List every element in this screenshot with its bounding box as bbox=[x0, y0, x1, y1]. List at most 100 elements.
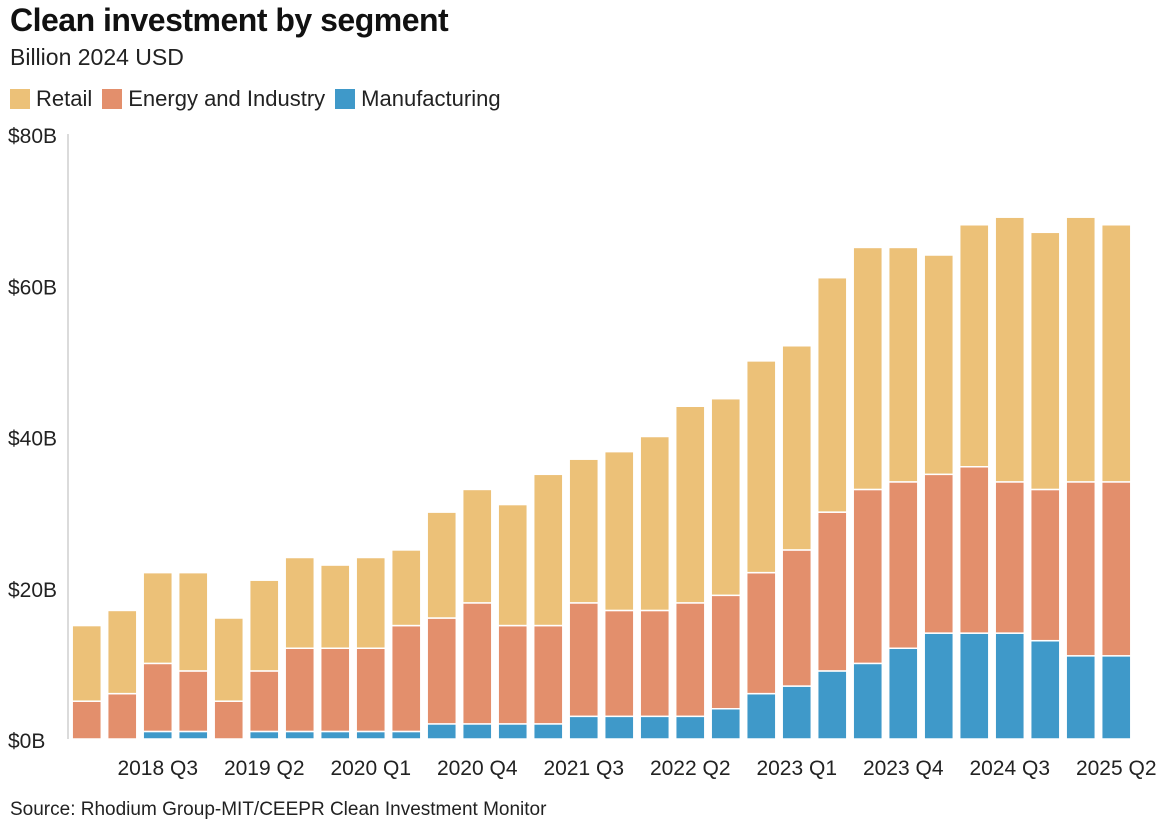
bar-segment-retail bbox=[319, 564, 351, 649]
bar-segment-retail bbox=[355, 556, 387, 649]
x-tick-label: 2024 Q3 bbox=[969, 757, 1050, 780]
bar-segment-manufacturing bbox=[355, 730, 387, 740]
bar-segment-energy-and-industry bbox=[568, 602, 600, 718]
bar-segment-retail bbox=[1065, 216, 1097, 483]
bar-segment-energy-and-industry bbox=[319, 647, 351, 733]
bar-segment-energy-and-industry bbox=[639, 609, 671, 718]
bar-segment-retail bbox=[1100, 224, 1132, 483]
bar-segment-energy-and-industry bbox=[710, 594, 742, 710]
bar-segment-energy-and-industry bbox=[923, 473, 955, 634]
x-tick-label: 2023 Q1 bbox=[756, 757, 837, 780]
legend-swatch-energy bbox=[102, 89, 123, 109]
bar-segment-retail bbox=[923, 254, 955, 476]
bar-segment-retail bbox=[568, 458, 600, 604]
bar-segment-manufacturing bbox=[674, 715, 706, 740]
bar-segment-retail bbox=[248, 579, 280, 672]
bar-segment-retail bbox=[816, 276, 848, 513]
bar-segment-retail bbox=[1029, 231, 1061, 491]
bar-segment-manufacturing bbox=[923, 632, 955, 740]
bar-segment-retail bbox=[710, 397, 742, 597]
bar-segment-retail bbox=[390, 549, 422, 627]
x-tick-label: 2019 Q2 bbox=[224, 757, 305, 780]
chart-title: Clean investment by segment bbox=[10, 2, 449, 38]
bar-segment-retail bbox=[71, 624, 103, 702]
bar-segment-manufacturing bbox=[852, 662, 884, 740]
x-tick-label: 2025 Q2 bbox=[1076, 757, 1157, 780]
source-note: Source: Rhodium Group-MIT/CEEPR Clean In… bbox=[10, 799, 547, 820]
bar-segment-energy-and-industry bbox=[887, 481, 919, 650]
bar-segment-energy-and-industry bbox=[390, 624, 422, 733]
bar-segment-retail bbox=[213, 617, 245, 702]
bar-segment-retail bbox=[142, 571, 174, 665]
bar-segment-energy-and-industry bbox=[603, 609, 635, 718]
x-tick-label: 2020 Q4 bbox=[437, 757, 518, 780]
bar-segment-manufacturing bbox=[816, 670, 848, 740]
bar-segment-manufacturing bbox=[532, 723, 564, 740]
bar-segment-retail bbox=[958, 224, 990, 468]
bar-segment-energy-and-industry bbox=[532, 624, 564, 725]
bar-segment-energy-and-industry bbox=[248, 670, 280, 733]
bar-segment-energy-and-industry bbox=[816, 511, 848, 672]
legend-item-retail: Retail bbox=[10, 86, 92, 112]
bar-segment-retail bbox=[106, 609, 138, 695]
bar-segment-retail bbox=[674, 405, 706, 604]
bar-segment-manufacturing bbox=[177, 730, 209, 740]
bar-segment-energy-and-industry bbox=[213, 700, 245, 740]
bar-segment-manufacturing bbox=[1029, 639, 1061, 740]
bar-segment-energy-and-industry bbox=[177, 670, 209, 733]
bar-segment-energy-and-industry bbox=[1065, 481, 1097, 657]
bar-segment-energy-and-industry bbox=[994, 481, 1026, 634]
x-tick-label: 2022 Q2 bbox=[650, 757, 731, 780]
bar-segment-manufacturing bbox=[639, 715, 671, 740]
bar-segment-retail bbox=[532, 473, 564, 627]
bar-segment-energy-and-industry bbox=[745, 571, 777, 695]
legend-label-retail: Retail bbox=[36, 86, 93, 111]
bar-segment-energy-and-industry bbox=[461, 602, 493, 725]
bar-segment-energy-and-industry bbox=[284, 647, 316, 733]
bar-segment-retail bbox=[284, 556, 316, 649]
x-tick-label: 2023 Q4 bbox=[863, 757, 944, 780]
bar-segment-manufacturing bbox=[284, 730, 316, 740]
legend-label-energy: Energy and Industry bbox=[128, 86, 326, 111]
bar-segment-energy-and-industry bbox=[781, 549, 813, 687]
bar-segment-retail bbox=[887, 246, 919, 483]
bar-segment-manufacturing bbox=[1065, 655, 1097, 740]
bar-segment-retail bbox=[426, 511, 458, 619]
bar-segment-energy-and-industry bbox=[71, 700, 103, 740]
y-tick-label: $20B bbox=[8, 579, 57, 602]
bar-segment-manufacturing bbox=[710, 708, 742, 740]
bar-segment-manufacturing bbox=[603, 715, 635, 740]
legend-swatch-manufacturing bbox=[335, 89, 356, 109]
bar-segment-retail bbox=[994, 216, 1026, 483]
bar-segment-energy-and-industry bbox=[355, 647, 387, 733]
bar-segment-manufacturing bbox=[497, 723, 529, 740]
bar-segment-retail bbox=[497, 503, 529, 627]
bar-segment-manufacturing bbox=[568, 715, 600, 740]
bar-segment-energy-and-industry bbox=[426, 617, 458, 725]
legend-item-energy: Energy and Industry bbox=[102, 86, 325, 112]
x-tick-label: 2020 Q1 bbox=[330, 757, 411, 780]
bar-segment-manufacturing bbox=[142, 730, 174, 740]
bar-segment-energy-and-industry bbox=[1029, 488, 1061, 642]
bar-segment-energy-and-industry bbox=[674, 602, 706, 718]
legend: Retail Energy and Industry Manufacturing bbox=[10, 86, 511, 112]
legend-label-manufacturing: Manufacturing bbox=[361, 86, 501, 111]
bar-segment-manufacturing bbox=[390, 730, 422, 740]
bar-segment-manufacturing bbox=[781, 685, 813, 740]
bar-segment-energy-and-industry bbox=[106, 692, 138, 740]
bar-segment-manufacturing bbox=[426, 723, 458, 740]
bar-segment-energy-and-industry bbox=[497, 624, 529, 725]
y-tick-label: $60B bbox=[8, 276, 57, 299]
bar-segment-manufacturing bbox=[745, 692, 777, 740]
bar-segment-manufacturing bbox=[958, 632, 990, 740]
y-tick-label: $0B bbox=[8, 730, 45, 753]
bar-segment-retail bbox=[745, 360, 777, 574]
bar-segment-retail bbox=[852, 246, 884, 491]
bar-segment-retail bbox=[639, 435, 671, 612]
bar-segment-retail bbox=[177, 571, 209, 672]
bar-segment-manufacturing bbox=[994, 632, 1026, 740]
bar-segment-retail bbox=[461, 488, 493, 604]
x-tick-label: 2018 Q3 bbox=[117, 757, 198, 780]
bar-segment-retail bbox=[603, 450, 635, 612]
